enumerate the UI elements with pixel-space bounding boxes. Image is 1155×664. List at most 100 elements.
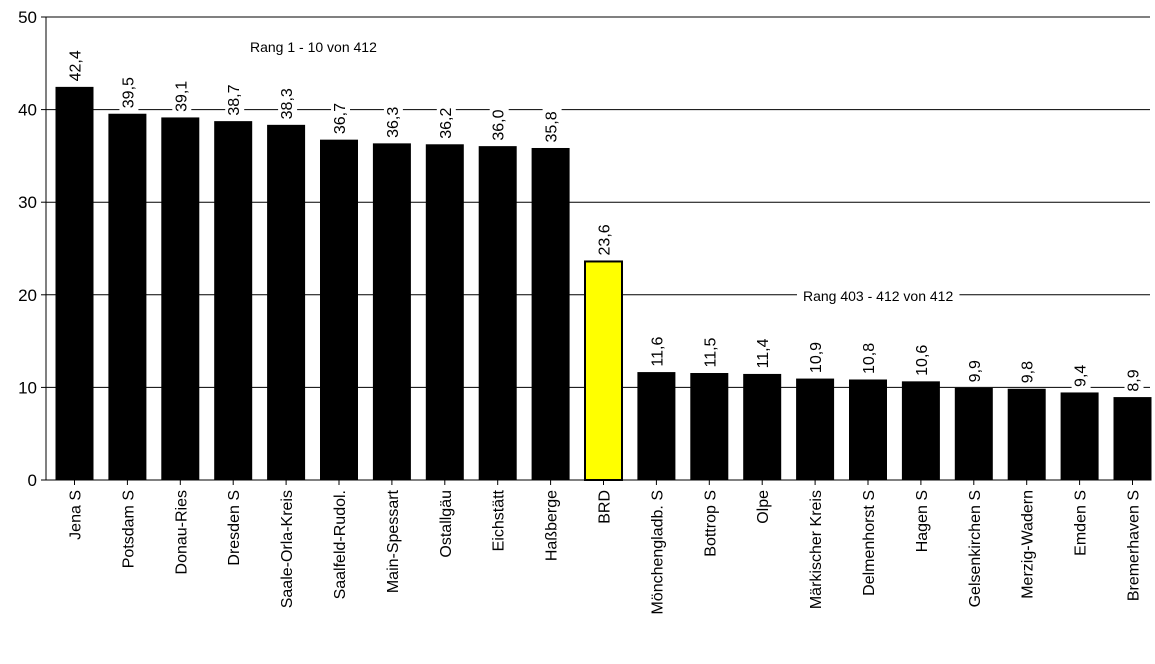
value-label-group: 38,3 xyxy=(278,85,298,123)
value-label-bg xyxy=(66,47,86,85)
bar xyxy=(1007,388,1046,481)
y-tick-label: 0 xyxy=(28,471,37,490)
value-label-bg xyxy=(383,103,403,141)
value-label: 42,4 xyxy=(68,50,85,81)
category-label-group: Haßberge xyxy=(544,490,561,561)
y-tick-label: 50 xyxy=(18,8,37,27)
category-label: Mönchengladb. S xyxy=(649,490,666,615)
category-label: Märkischer Kreis xyxy=(808,490,825,609)
category-label-group: Donau-Ries xyxy=(173,490,190,574)
value-label-group: 10,6 xyxy=(912,341,932,379)
value-label-bg xyxy=(436,104,456,142)
category-label-group: Saale-Orla-Kreis xyxy=(279,490,296,608)
value-label: 10,6 xyxy=(914,345,931,376)
bar xyxy=(161,117,200,481)
bar xyxy=(214,121,253,481)
value-label: 36,7 xyxy=(332,103,349,134)
category-label-group: Hagen S xyxy=(914,490,931,552)
value-label-bg xyxy=(119,73,139,112)
value-label-bg xyxy=(807,338,827,377)
y-tick-label: 10 xyxy=(18,378,37,397)
category-label: Bremerhaven S xyxy=(1126,490,1143,601)
annotation-bottom10: Rang 403 - 412 von 412 xyxy=(803,288,953,304)
value-label-bg xyxy=(225,81,245,119)
bar xyxy=(55,86,94,481)
value-label-group: 11,5 xyxy=(701,334,721,371)
value-label: 8,9 xyxy=(1126,369,1143,391)
category-label: Donau-Ries xyxy=(173,490,190,574)
value-label-group: 9,9 xyxy=(965,356,985,386)
value-label-group: 11,4 xyxy=(754,335,774,372)
category-label: Eichstätt xyxy=(491,489,508,551)
bar xyxy=(849,379,887,481)
category-label: Saale-Orla-Kreis xyxy=(279,490,296,608)
bar xyxy=(954,387,993,481)
value-label: 9,9 xyxy=(967,360,984,382)
value-label-group: 10,8 xyxy=(860,339,879,377)
category-label-group: Potsdam S xyxy=(120,490,137,568)
value-label-group: 36,7 xyxy=(331,99,350,138)
value-label-group: 11,6 xyxy=(648,333,668,370)
category-label-group: Bremerhaven S xyxy=(1126,490,1143,601)
value-label: 39,5 xyxy=(120,77,137,108)
category-label: Emden S xyxy=(1073,490,1090,556)
value-label-bg xyxy=(1071,361,1091,390)
value-label: 36,3 xyxy=(385,107,402,138)
category-label: Jena S xyxy=(68,490,85,540)
value-label-group: 42,4 xyxy=(66,47,86,85)
bar xyxy=(796,378,835,481)
bar xyxy=(267,124,306,481)
category-label: Haßberge xyxy=(544,490,561,561)
value-label-group: 9,8 xyxy=(1018,357,1038,387)
value-label: 10,8 xyxy=(861,343,878,374)
bar xyxy=(372,143,411,481)
value-label-bg xyxy=(860,339,879,377)
value-label-bg xyxy=(278,85,298,123)
value-label-bg xyxy=(648,333,668,370)
value-label-bg xyxy=(965,356,985,386)
bar xyxy=(690,373,729,481)
bar xyxy=(531,147,570,481)
bar xyxy=(901,381,940,481)
category-label: BRD xyxy=(597,490,614,524)
category-label-group: Saalfeld-Rudol. xyxy=(332,490,349,599)
value-label: 10,9 xyxy=(808,342,825,373)
category-label: Olpe xyxy=(755,490,772,524)
value-label: 36,0 xyxy=(491,109,508,140)
value-label-group: 36,3 xyxy=(383,103,403,141)
value-label-bg xyxy=(595,221,615,259)
category-labels: Jena S Potsdam S Donau-Ries Dresden S Saale-… xyxy=(68,489,1143,614)
annotation-top10-bg xyxy=(244,37,384,57)
category-label: Ostallgäu xyxy=(438,490,455,558)
category-label-group: Delmenhorst S xyxy=(861,490,878,596)
category-label-group: Merzig-Wadern xyxy=(1020,490,1037,599)
value-label-group: 36,0 xyxy=(489,106,509,144)
value-label: 11,4 xyxy=(755,338,772,368)
value-label: 9,8 xyxy=(1020,361,1037,383)
category-label: Potsdam S xyxy=(120,490,137,568)
bar xyxy=(425,144,464,481)
value-label-group: 23,6 xyxy=(595,221,615,259)
value-label-bg xyxy=(912,341,932,379)
category-label-group: Ostallgäu xyxy=(438,490,455,558)
value-label: 38,3 xyxy=(279,88,296,119)
annotation-bottom10-bg xyxy=(797,286,960,306)
bar xyxy=(1113,397,1152,481)
value-label-bg xyxy=(754,335,774,372)
category-label: Merzig-Wadern xyxy=(1020,490,1037,599)
category-label-group: Emden S xyxy=(1073,490,1090,556)
value-label: 39,1 xyxy=(173,81,190,112)
category-label: Main-Spessart xyxy=(385,489,402,593)
bar-highlight xyxy=(584,260,623,481)
bar xyxy=(1060,392,1099,481)
category-label-group: Main-Spessart xyxy=(385,489,402,593)
value-label-group: 38,7 xyxy=(225,81,245,119)
bar xyxy=(743,373,782,481)
category-label-group: Dresden S xyxy=(226,490,243,566)
value-label: 11,5 xyxy=(702,337,719,367)
category-label-group: BRD xyxy=(597,490,614,524)
value-label: 11,6 xyxy=(649,337,666,367)
category-label: Gelsenkirchen S xyxy=(967,490,984,607)
bar xyxy=(478,146,517,481)
category-label-group: Mönchengladb. S xyxy=(649,490,666,615)
